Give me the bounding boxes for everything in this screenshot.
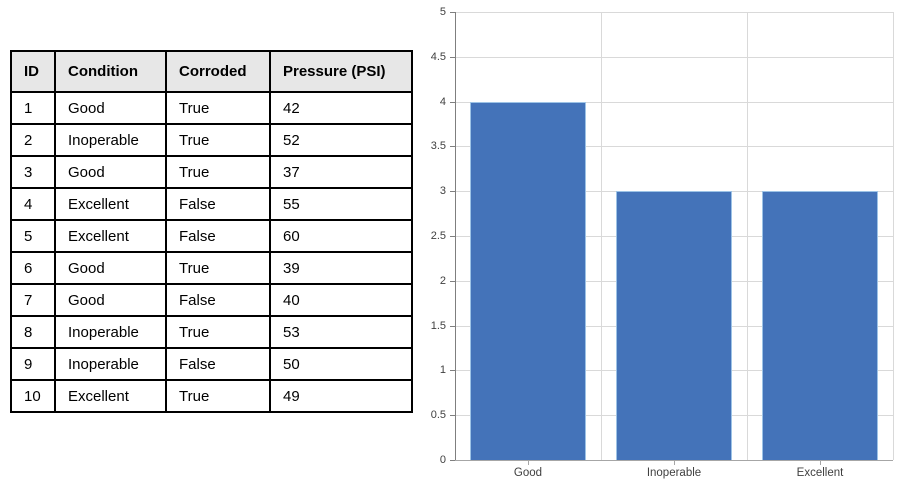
gridline	[455, 12, 893, 13]
y-tick	[450, 325, 455, 327]
y-tick	[450, 191, 455, 193]
x-axis	[455, 460, 893, 461]
table-header-row: ID Condition Corroded Pressure (PSI)	[10, 50, 413, 93]
table-cell: Inoperable	[54, 347, 167, 381]
x-tick-label: Inoperable	[646, 467, 702, 479]
table-cell: Good	[54, 283, 167, 317]
column-header-id: ID	[10, 50, 56, 93]
table-cell: 37	[269, 155, 413, 189]
pipe-data-table: ID Condition Corroded Pressure (PSI) 1 G…	[10, 50, 413, 413]
y-tick-label: 0.5	[430, 409, 446, 422]
y-tick-label: 0	[439, 454, 446, 466]
table-cell: 10	[10, 379, 56, 413]
table-row: 3 Good True 37	[10, 155, 413, 189]
table-row: 9 Inoperable False 50	[10, 347, 413, 381]
table-cell: 39	[269, 251, 413, 285]
table-cell: False	[165, 283, 271, 317]
table-row: 8 Inoperable True 53	[10, 315, 413, 349]
table-row: 6 Good True 39	[10, 251, 413, 285]
table-cell: False	[165, 347, 271, 381]
y-tick	[450, 415, 455, 417]
table-cell: Excellent	[54, 379, 167, 413]
y-tick-label: 4.5	[430, 50, 446, 63]
table-cell: 4	[10, 187, 56, 221]
y-tick-label: 1	[439, 364, 446, 377]
y-tick	[450, 460, 455, 461]
x-tick-label: Good	[513, 467, 543, 479]
y-tick	[450, 146, 455, 148]
y-tick-label: 2.5	[430, 230, 446, 242]
table-cell: Excellent	[54, 187, 167, 221]
y-tick	[450, 56, 455, 58]
y-tick-label: 5	[439, 6, 446, 18]
gridline	[455, 146, 893, 148]
table-row: 5 Excellent False 60	[10, 219, 413, 253]
table-cell: 1	[10, 91, 56, 125]
table-cell: 49	[269, 379, 413, 413]
table-cell: Inoperable	[54, 123, 167, 157]
table-cell: True	[165, 315, 271, 349]
table-cell: 3	[10, 155, 56, 189]
table-row: 1 Good True 42	[10, 91, 413, 125]
y-tick	[450, 12, 455, 13]
gridline	[601, 12, 602, 460]
table-cell: Good	[54, 155, 167, 189]
gridline	[747, 12, 748, 460]
bar-good	[469, 101, 587, 460]
table-row: 2 Inoperable True 52	[10, 123, 413, 157]
table-cell: True	[165, 379, 271, 413]
y-tick-label: 3.5	[430, 140, 446, 153]
table-cell: 8	[10, 315, 56, 349]
gridline	[455, 56, 893, 58]
y-tick-label: 2	[439, 274, 446, 287]
y-axis	[455, 12, 456, 460]
table-row: 4 Excellent False 55	[10, 187, 413, 221]
table-cell: 55	[269, 187, 413, 221]
gridline	[455, 101, 893, 103]
x-tick	[674, 461, 675, 465]
column-header-pressure: Pressure (PSI)	[269, 50, 413, 93]
y-tick	[450, 280, 455, 282]
table-cell: Good	[54, 91, 167, 125]
table-cell: 53	[269, 315, 413, 349]
x-tick-label: Excellent	[796, 467, 844, 479]
table-cell: True	[165, 123, 271, 157]
table-cell: True	[165, 91, 271, 125]
table-cell: 7	[10, 283, 56, 317]
table-cell: 6	[10, 251, 56, 285]
table-cell: 60	[269, 219, 413, 253]
y-tick-label: 4	[439, 95, 446, 108]
bar-chart: 0 0.5 1 1.5 2 2.5 3 3.5 4 4.5 5 Good Inoperable Excel…	[420, 0, 904, 487]
y-tick	[450, 370, 455, 372]
x-tick	[528, 461, 529, 465]
column-header-condition: Condition	[54, 50, 167, 93]
table-cell: 50	[269, 347, 413, 381]
table-row: 7 Good False 40	[10, 283, 413, 317]
table-cell: False	[165, 187, 271, 221]
table-cell: 5	[10, 219, 56, 253]
bar-inoperable	[615, 191, 733, 460]
y-tick	[450, 101, 455, 103]
x-tick	[820, 461, 821, 465]
table-cell: Excellent	[54, 219, 167, 253]
table-cell: False	[165, 219, 271, 253]
y-tick-label: 1.5	[430, 319, 446, 332]
bar-excellent	[761, 191, 879, 460]
table-cell: True	[165, 251, 271, 285]
table-cell: True	[165, 155, 271, 189]
table-cell: 52	[269, 123, 413, 157]
table-cell: 42	[269, 91, 413, 125]
table-cell: Good	[54, 251, 167, 285]
gridline	[893, 12, 894, 460]
table-cell: Inoperable	[54, 315, 167, 349]
y-tick	[450, 236, 455, 237]
table-cell: 40	[269, 283, 413, 317]
table-cell: 2	[10, 123, 56, 157]
y-tick-label: 3	[439, 185, 446, 198]
column-header-corroded: Corroded	[165, 50, 271, 93]
table-row: 10 Excellent True 49	[10, 379, 413, 413]
table-cell: 9	[10, 347, 56, 381]
